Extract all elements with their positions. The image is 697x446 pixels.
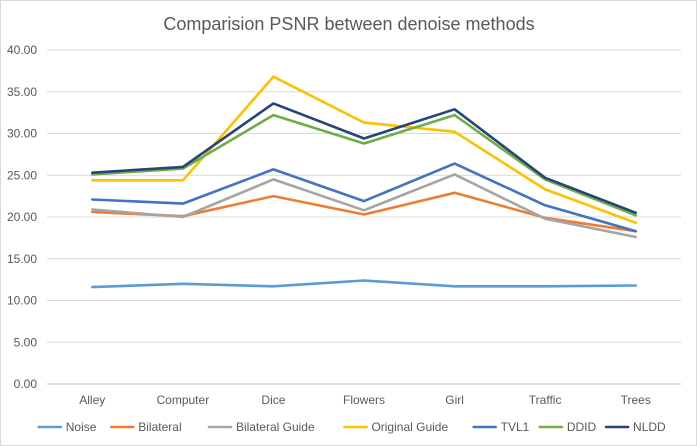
legend-item-nldd: NLDD: [604, 420, 666, 434]
legend-label: TVL1: [501, 420, 530, 434]
y-tick-label: 25.00: [7, 168, 37, 182]
legend-label: Bilateral Guide: [236, 420, 315, 434]
y-tick-label: 35.00: [7, 85, 37, 99]
legend-item-ddid: DDID: [538, 420, 597, 434]
y-tick-label: 0.00: [14, 377, 38, 391]
y-tick-label: 30.00: [7, 127, 37, 141]
legend-label: Original Guide: [371, 420, 448, 434]
x-tick-label: Girl: [445, 393, 464, 407]
y-axis-tick-labels: 0.00 5.00 10.00 15.00 20.00 25.00 30.00 35.00 40…: [7, 43, 37, 391]
series-line-original-guide: [91, 75, 638, 225]
legend-item-original-guide: Original Guide: [343, 420, 448, 434]
y-tick-label: 10.00: [7, 294, 37, 308]
gridlines: [47, 49, 681, 385]
x-axis-tick-labels: Alley Computer Dice Flowers Girl Traffic Trees: [79, 393, 651, 407]
x-tick-label: Traffic: [529, 393, 562, 407]
y-tick-label: 40.00: [7, 43, 37, 57]
series-line-ddid: [91, 113, 638, 217]
legend-item-bilateral-guide: Bilateral Guide: [207, 420, 315, 434]
legend: Noise Bilateral Bilateral Guide Original Gu…: [37, 420, 666, 434]
legend-label: NLDD: [633, 420, 666, 434]
x-tick-label: Flowers: [343, 393, 385, 407]
legend-label: Bilateral: [138, 420, 181, 434]
series-line-bilateral: [91, 191, 638, 233]
legend-item-bilateral: Bilateral: [109, 420, 182, 434]
y-tick-label: 5.00: [14, 335, 38, 349]
legend-item-tvl1: TVL1: [472, 420, 530, 434]
series-line-nldd: [91, 102, 638, 215]
x-tick-label: Trees: [621, 393, 651, 407]
y-tick-label: 15.00: [7, 252, 37, 266]
series-lines: [91, 75, 638, 289]
series-line-noise: [91, 279, 638, 289]
x-tick-label: Computer: [157, 393, 210, 407]
series-line-tvl1: [91, 162, 638, 233]
legend-label: DDID: [567, 420, 597, 434]
legend-item-noise: Noise: [37, 420, 97, 434]
y-tick-label: 20.00: [7, 210, 37, 224]
x-tick-label: Dice: [261, 393, 285, 407]
chart-title: Comparision PSNR between denoise methods: [163, 14, 534, 34]
series-line-bilateral-guide: [91, 173, 638, 239]
x-tick-label: Alley: [79, 393, 105, 407]
legend-label: Noise: [66, 420, 97, 434]
